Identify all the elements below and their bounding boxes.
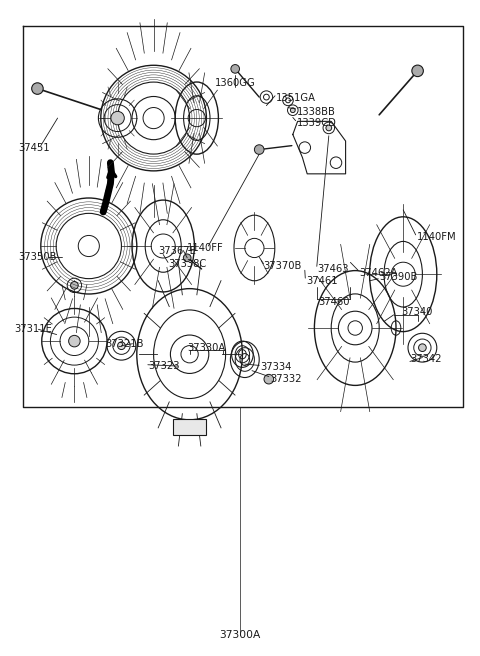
Text: 1360GG: 1360GG bbox=[215, 77, 255, 88]
Text: 37462A: 37462A bbox=[359, 268, 397, 278]
Text: 37463: 37463 bbox=[318, 264, 349, 274]
Text: 37350B: 37350B bbox=[18, 252, 57, 262]
Text: 37370B: 37370B bbox=[264, 260, 302, 271]
Text: 1338BB: 1338BB bbox=[297, 106, 336, 117]
Text: 37340: 37340 bbox=[402, 307, 433, 318]
Text: 1339CD: 1339CD bbox=[297, 118, 336, 129]
Text: 37460: 37460 bbox=[318, 297, 349, 307]
Circle shape bbox=[326, 125, 332, 131]
Circle shape bbox=[412, 65, 423, 77]
Circle shape bbox=[32, 83, 43, 94]
Text: 37311E: 37311E bbox=[14, 324, 52, 335]
Circle shape bbox=[118, 342, 125, 350]
Text: 37451: 37451 bbox=[18, 142, 50, 153]
Circle shape bbox=[71, 281, 78, 289]
Text: 37390B: 37390B bbox=[379, 272, 418, 282]
Text: 37367E: 37367E bbox=[158, 245, 196, 256]
Text: 37323: 37323 bbox=[148, 361, 180, 371]
Circle shape bbox=[419, 344, 426, 352]
Circle shape bbox=[69, 335, 80, 347]
Text: 37461: 37461 bbox=[306, 276, 338, 286]
Text: 37338C: 37338C bbox=[168, 259, 206, 270]
Circle shape bbox=[231, 64, 240, 73]
Circle shape bbox=[254, 145, 264, 154]
Text: 37321B: 37321B bbox=[106, 338, 144, 349]
Text: 37300A: 37300A bbox=[219, 630, 261, 640]
Text: 37334: 37334 bbox=[261, 362, 292, 373]
Text: 1351GA: 1351GA bbox=[276, 93, 316, 104]
Text: 37342: 37342 bbox=[410, 354, 442, 364]
Text: 1140FF: 1140FF bbox=[187, 243, 224, 253]
Circle shape bbox=[183, 254, 191, 262]
Circle shape bbox=[264, 375, 274, 384]
Circle shape bbox=[290, 108, 295, 113]
Text: 37332: 37332 bbox=[270, 374, 302, 384]
Bar bbox=[173, 419, 206, 435]
Text: 37330A: 37330A bbox=[187, 342, 226, 353]
Text: 1140FM: 1140FM bbox=[417, 232, 456, 243]
Circle shape bbox=[111, 112, 124, 125]
